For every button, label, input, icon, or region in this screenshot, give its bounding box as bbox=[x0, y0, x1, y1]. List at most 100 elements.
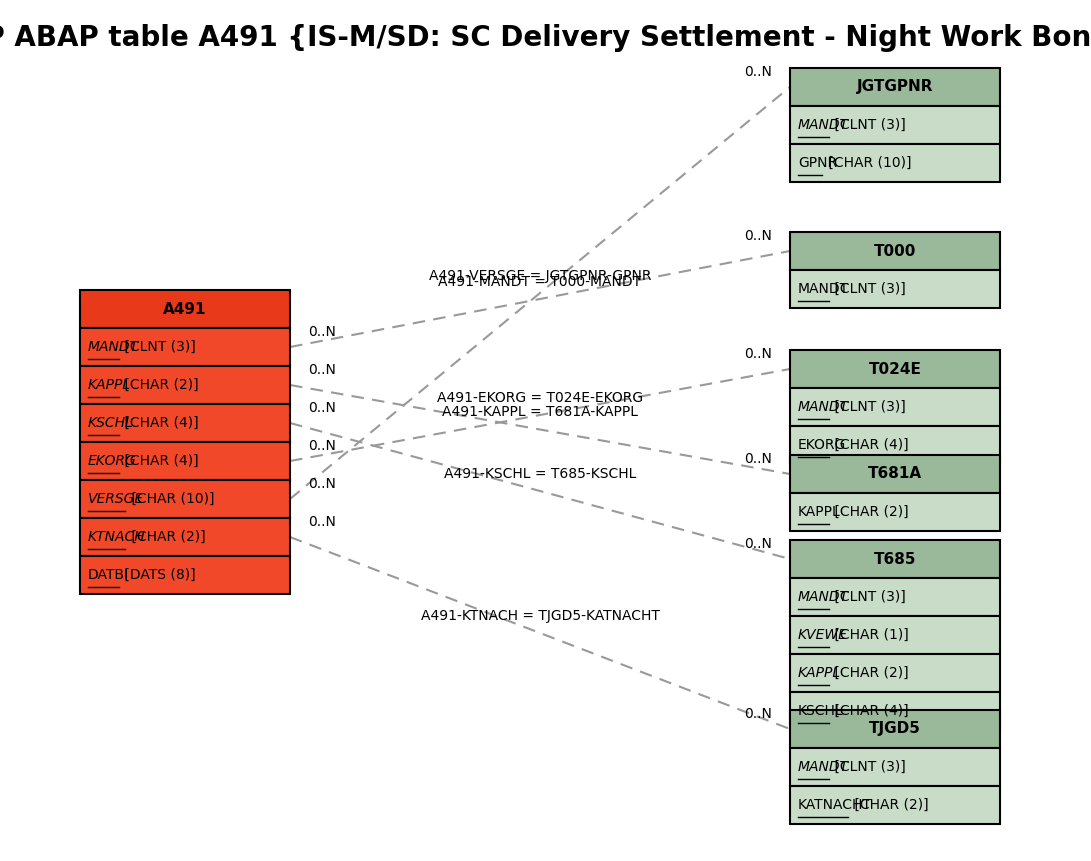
Bar bbox=[790, 68, 1000, 106]
Bar bbox=[790, 654, 1000, 692]
Text: [CLNT (3)]: [CLNT (3)] bbox=[830, 760, 907, 774]
Text: KSCHL [CHAR (4)]: KSCHL [CHAR (4)] bbox=[88, 416, 212, 430]
Text: MANDT: MANDT bbox=[798, 590, 849, 604]
Text: KSCHL [CHAR (4)]: KSCHL [CHAR (4)] bbox=[798, 704, 922, 718]
Text: MANDT [CLNT (3)]: MANDT [CLNT (3)] bbox=[798, 400, 924, 414]
Text: EKORG: EKORG bbox=[88, 454, 136, 468]
Text: MANDT [CLNT (3)]: MANDT [CLNT (3)] bbox=[798, 118, 924, 132]
Text: KAPPL [CHAR (2)]: KAPPL [CHAR (2)] bbox=[798, 666, 920, 680]
Text: 0..N: 0..N bbox=[308, 439, 336, 453]
Text: [CHAR (2)]: [CHAR (2)] bbox=[830, 505, 909, 519]
Text: KAPPL: KAPPL bbox=[798, 505, 841, 519]
Bar bbox=[80, 404, 290, 442]
Text: MANDT [CLNT (3)]: MANDT [CLNT (3)] bbox=[798, 282, 925, 296]
Text: A491-KTNACH = TJGD5-KATNACHT: A491-KTNACH = TJGD5-KATNACHT bbox=[420, 609, 659, 623]
Text: [CLNT (3)]: [CLNT (3)] bbox=[830, 400, 907, 414]
Text: [DATS (8)]: [DATS (8)] bbox=[120, 568, 196, 582]
Text: KAPPL: KAPPL bbox=[798, 666, 841, 680]
Text: 0..N: 0..N bbox=[308, 515, 336, 529]
Text: EKORG [CHAR (4)]: EKORG [CHAR (4)] bbox=[88, 454, 215, 468]
Text: TJGD5: TJGD5 bbox=[870, 722, 921, 736]
Text: EKORG [CHAR (4)]: EKORG [CHAR (4)] bbox=[798, 438, 925, 452]
Text: MANDT: MANDT bbox=[798, 282, 849, 296]
Bar bbox=[80, 366, 290, 404]
Text: KVEWE [CHAR (1)]: KVEWE [CHAR (1)] bbox=[798, 628, 926, 642]
Text: [CHAR (4)]: [CHAR (4)] bbox=[830, 438, 909, 452]
Text: VERSGE [CHAR (10)]: VERSGE [CHAR (10)] bbox=[88, 492, 231, 506]
Text: A491-KAPPL = T681A-KAPPL: A491-KAPPL = T681A-KAPPL bbox=[442, 406, 638, 419]
Bar bbox=[80, 518, 290, 556]
Text: [CLNT (3)]: [CLNT (3)] bbox=[830, 282, 907, 296]
Text: T681A: T681A bbox=[868, 467, 922, 481]
Text: [CHAR (2)]: [CHAR (2)] bbox=[830, 666, 909, 680]
Text: A491-KSCHL = T685-KSCHL: A491-KSCHL = T685-KSCHL bbox=[444, 467, 636, 481]
Text: KAPPL [CHAR (2)]: KAPPL [CHAR (2)] bbox=[88, 378, 209, 392]
Text: [CLNT (3)]: [CLNT (3)] bbox=[830, 590, 907, 604]
Text: DATBI: DATBI bbox=[88, 568, 129, 582]
Text: [CHAR (10)]: [CHAR (10)] bbox=[824, 156, 911, 170]
Text: A491: A491 bbox=[164, 301, 207, 317]
Text: MANDT [CLNT (3)]: MANDT [CLNT (3)] bbox=[798, 760, 924, 774]
Bar bbox=[790, 616, 1000, 654]
Bar bbox=[790, 426, 1000, 464]
Text: A491-MANDT = T000-MANDT: A491-MANDT = T000-MANDT bbox=[439, 275, 642, 289]
Bar bbox=[790, 350, 1000, 388]
Text: A491-EKORG = T024E-EKORG: A491-EKORG = T024E-EKORG bbox=[436, 391, 643, 405]
Text: MANDT: MANDT bbox=[798, 760, 849, 774]
Text: JGTGPNR: JGTGPNR bbox=[856, 79, 933, 95]
Text: [CHAR (4)]: [CHAR (4)] bbox=[120, 454, 200, 468]
Bar bbox=[790, 540, 1000, 578]
Text: KTNACH: KTNACH bbox=[88, 530, 145, 544]
Text: 0..N: 0..N bbox=[744, 347, 772, 361]
Text: 0..N: 0..N bbox=[744, 707, 772, 721]
Text: [CHAR (4)]: [CHAR (4)] bbox=[830, 704, 909, 718]
Bar bbox=[790, 388, 1000, 426]
Text: T024E: T024E bbox=[868, 362, 922, 376]
Text: MANDT [CLNT (3)]: MANDT [CLNT (3)] bbox=[798, 590, 924, 604]
Text: EKORG: EKORG bbox=[798, 438, 847, 452]
Text: DATBI [DATS (8)]: DATBI [DATS (8)] bbox=[88, 568, 205, 582]
Text: 0..N: 0..N bbox=[308, 401, 336, 415]
Bar bbox=[790, 455, 1000, 493]
Text: KAPPL: KAPPL bbox=[88, 378, 131, 392]
Bar bbox=[790, 106, 1000, 144]
Text: [CHAR (2)]: [CHAR (2)] bbox=[850, 798, 928, 812]
Bar bbox=[790, 578, 1000, 616]
Text: GPNR: GPNR bbox=[798, 156, 837, 170]
Text: [CLNT (3)]: [CLNT (3)] bbox=[830, 118, 907, 132]
Text: GPNR [CHAR (10)]: GPNR [CHAR (10)] bbox=[798, 156, 925, 170]
Text: [CHAR (2)]: [CHAR (2)] bbox=[120, 378, 200, 392]
Text: [CLNT (3)]: [CLNT (3)] bbox=[120, 340, 196, 354]
Text: KAPPL [CHAR (2)]: KAPPL [CHAR (2)] bbox=[798, 505, 920, 519]
Text: SAP ABAP table A491 {IS-M/SD: SC Delivery Settlement - Night Work Bonus}: SAP ABAP table A491 {IS-M/SD: SC Deliver… bbox=[0, 24, 1091, 52]
Text: 0..N: 0..N bbox=[308, 363, 336, 377]
Text: [CHAR (4)]: [CHAR (4)] bbox=[120, 416, 200, 430]
Text: T685: T685 bbox=[874, 552, 916, 567]
Text: 0..N: 0..N bbox=[308, 325, 336, 339]
Bar bbox=[80, 442, 290, 480]
Text: MANDT: MANDT bbox=[798, 400, 849, 414]
Bar bbox=[80, 480, 290, 518]
Text: KVEWE: KVEWE bbox=[798, 628, 848, 642]
Bar bbox=[790, 232, 1000, 270]
Bar bbox=[790, 786, 1000, 824]
Text: A491-VERSGE = JGTGPNR-GPNR: A491-VERSGE = JGTGPNR-GPNR bbox=[429, 269, 651, 283]
Text: KTNACH [CHAR (2)]: KTNACH [CHAR (2)] bbox=[88, 530, 224, 544]
Text: T000: T000 bbox=[874, 244, 916, 258]
Bar bbox=[790, 710, 1000, 748]
Text: 0..N: 0..N bbox=[744, 65, 772, 79]
Bar bbox=[790, 270, 1000, 308]
Text: KATNACHT: KATNACHT bbox=[798, 798, 872, 812]
Bar bbox=[790, 144, 1000, 182]
Text: 0..N: 0..N bbox=[744, 452, 772, 466]
Text: 0..N: 0..N bbox=[308, 477, 336, 491]
Text: MANDT: MANDT bbox=[88, 340, 139, 354]
Bar bbox=[80, 290, 290, 328]
Text: 0..N: 0..N bbox=[744, 537, 772, 551]
Bar bbox=[790, 748, 1000, 786]
Text: [CHAR (1)]: [CHAR (1)] bbox=[830, 628, 909, 642]
Text: KSCHL: KSCHL bbox=[798, 704, 843, 718]
Text: 0..N: 0..N bbox=[744, 229, 772, 243]
Text: MANDT: MANDT bbox=[798, 118, 849, 132]
Text: MANDT [CLNT (3)]: MANDT [CLNT (3)] bbox=[88, 340, 215, 354]
